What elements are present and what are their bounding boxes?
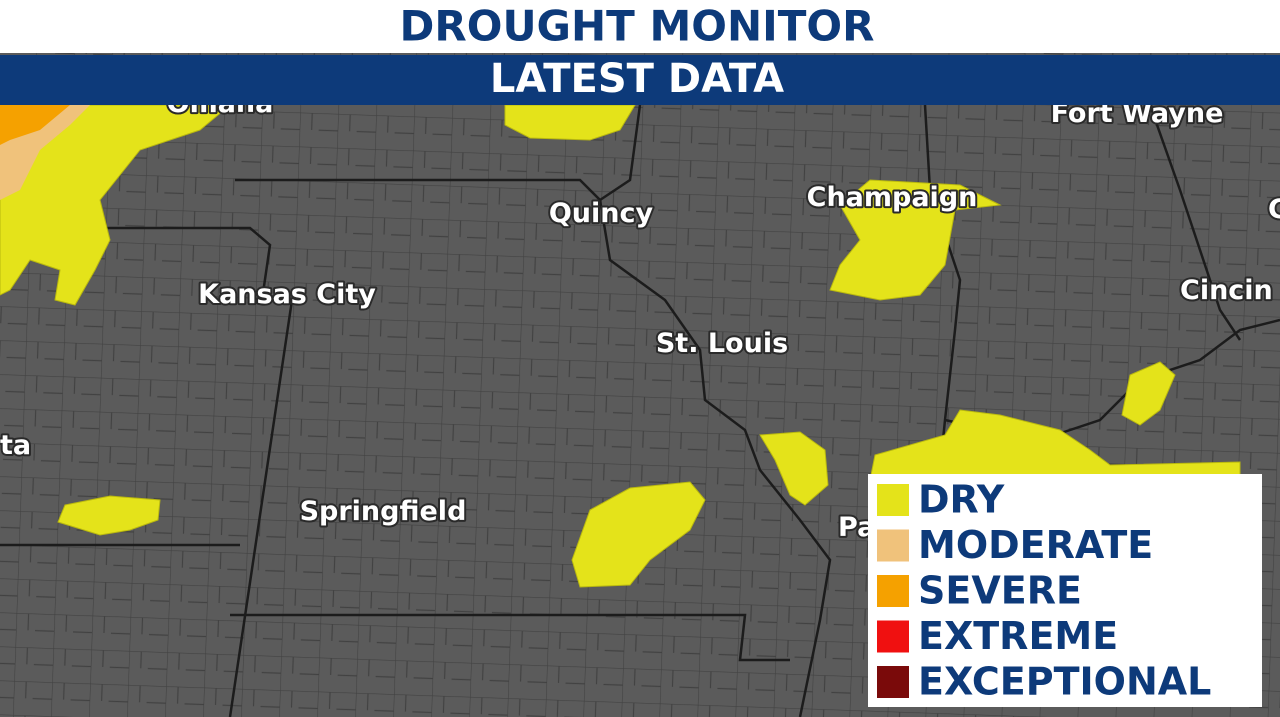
legend-label: EXCEPTIONAL [918,660,1211,704]
city-label: St. Louis [656,328,788,359]
city-label: Cincin [1180,275,1273,306]
legend-label: DRY [918,478,1005,522]
drought-areas [0,104,1241,588]
city-label: Kansas City [198,279,376,310]
city-label: Quincy [549,198,654,229]
city-label: Champaign [807,182,978,213]
legend-label: MODERATE [918,523,1153,567]
legend-swatch [877,575,909,607]
title-band [0,0,1280,53]
state-borders [0,104,1280,717]
subtitle: LATEST DATA [490,56,784,102]
legend-swatch [877,620,909,653]
legend-label: SEVERE [918,569,1082,613]
legend-label: EXTREME [918,614,1118,658]
subtitle-band [0,55,1280,105]
title: DROUGHT MONITOR [400,2,875,51]
legend-swatch [877,529,909,562]
legend-swatch [877,484,909,516]
legend-box [868,474,1262,707]
city-label: ta [0,430,31,461]
city-label: Springfield [300,496,467,527]
legend-swatch [877,666,909,698]
city-label: C [1268,194,1280,225]
